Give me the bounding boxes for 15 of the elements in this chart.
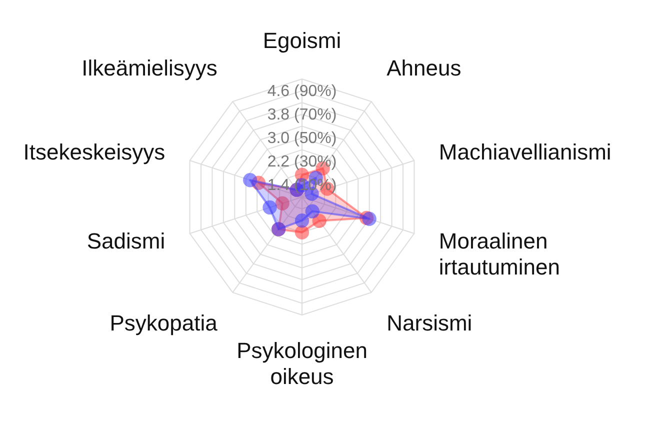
spoke-label: Sadismi <box>86 228 166 254</box>
y-tick-label: 1.4 (10%) <box>267 177 337 194</box>
spoke-label: Ilkeämielisyys <box>82 56 218 81</box>
spoke-label: Psykopatia <box>110 310 218 336</box>
spoke-label: Machiavellianismi <box>438 140 612 165</box>
y-tick-label: 3.8 (70%) <box>267 106 337 124</box>
y-tick-label: 2.2 (30%) <box>267 154 337 171</box>
spoke-label: Moraalinen irtautuminen <box>438 228 560 280</box>
y-tick-label: 4.6 (90%) <box>267 82 337 100</box>
y-tick-label: 3.0 (50%) <box>267 130 337 147</box>
spoke-label: Ahneus <box>386 56 462 81</box>
spoke-label: Egoismi <box>262 28 342 54</box>
spoke-label: Psykologinen oikeus <box>236 338 368 389</box>
spoke-label: Narsismi <box>386 310 472 336</box>
spoke-label: Itsekeskeisyys <box>23 140 166 165</box>
